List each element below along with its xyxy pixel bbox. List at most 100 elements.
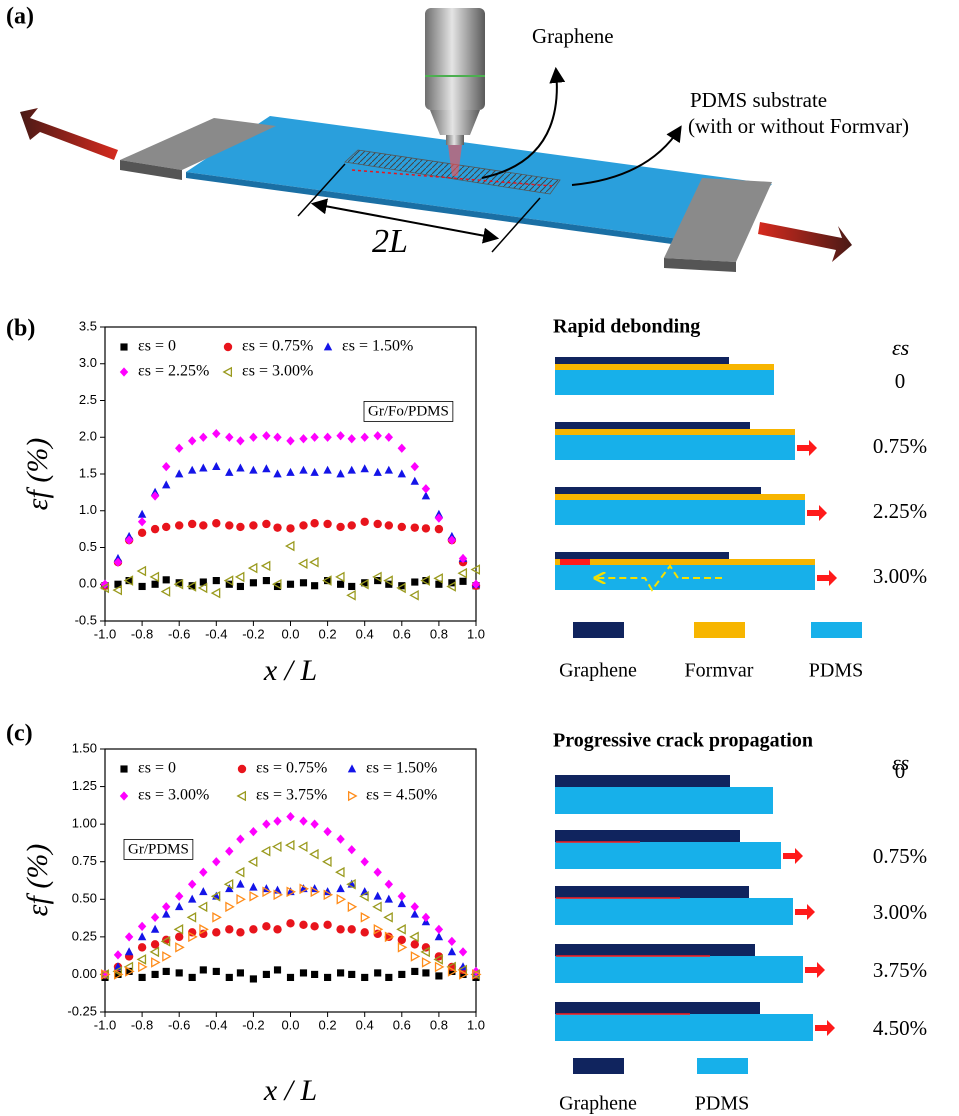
data-point <box>422 969 429 976</box>
data-point <box>337 581 344 588</box>
legend-label: PDMS <box>809 660 863 682</box>
y-axis-label: εf (%) <box>21 844 54 917</box>
y-tick-label: -0.5 <box>75 612 97 627</box>
x-tick-label: 0.0 <box>281 626 299 641</box>
data-point <box>138 510 146 518</box>
data-point <box>162 587 170 595</box>
data-point <box>411 968 418 975</box>
data-point <box>212 589 220 597</box>
data-point <box>348 591 356 599</box>
pdms-layer <box>555 500 805 525</box>
data-point <box>423 958 431 966</box>
data-point <box>336 925 344 933</box>
graphene-layer <box>555 422 750 429</box>
legend-label: εs = 1.50% <box>342 338 413 355</box>
legend-label: Graphene <box>559 1093 637 1115</box>
data-point <box>448 947 456 955</box>
graphene-layer <box>555 552 729 559</box>
data-point <box>250 579 257 586</box>
data-point <box>262 847 270 855</box>
y-tick-label: 2.0 <box>79 429 97 444</box>
x-tick-label: -0.6 <box>168 626 190 641</box>
data-point <box>188 913 196 921</box>
data-point <box>435 972 442 979</box>
load-arrow <box>807 505 827 521</box>
data-point <box>163 968 170 975</box>
x-axis-label: x / L <box>263 654 317 687</box>
objective <box>425 8 485 110</box>
data-point <box>176 969 183 976</box>
x-tick-label: -0.8 <box>131 1017 153 1032</box>
data-point <box>373 903 381 911</box>
pdms-layer <box>555 842 781 869</box>
data-point <box>249 858 257 866</box>
data-point <box>125 536 133 545</box>
data-point <box>385 974 392 981</box>
data-point <box>448 536 456 545</box>
data-point <box>310 820 318 829</box>
data-point <box>411 462 419 471</box>
data-point <box>374 969 381 976</box>
data-point <box>361 464 369 472</box>
strain-value: 3.75% <box>873 958 927 982</box>
data-point <box>337 895 345 903</box>
data-point <box>236 868 244 876</box>
data-point <box>361 928 369 936</box>
graphene-layer <box>555 357 729 364</box>
x-tick-label: 0.4 <box>356 1017 374 1032</box>
data-point <box>236 880 244 888</box>
data-point <box>236 573 244 581</box>
data-point <box>422 913 430 922</box>
callout-label: Graphene <box>532 24 614 48</box>
callout-label: (with or without Formvar) <box>688 114 909 138</box>
data-point <box>348 521 356 529</box>
data-point <box>299 559 307 567</box>
data-point <box>299 466 307 474</box>
data-point <box>323 921 331 929</box>
data-point <box>188 895 196 903</box>
legend-swatch <box>811 622 862 638</box>
data-point <box>361 974 368 981</box>
pull-arrow <box>758 222 852 262</box>
data-point <box>348 466 356 474</box>
data-point <box>299 842 307 850</box>
x-tick-label: -0.2 <box>242 1017 264 1032</box>
data-point <box>175 902 183 910</box>
data-point <box>249 564 257 572</box>
data-point <box>152 971 159 978</box>
data-point <box>236 436 244 445</box>
data-point <box>348 583 355 590</box>
data-point <box>323 858 331 866</box>
data-point <box>287 974 294 981</box>
data-point <box>373 520 381 528</box>
data-point <box>459 569 467 577</box>
load-arrow <box>783 848 803 864</box>
x-tick-label: 1.0 <box>467 626 485 641</box>
data-point <box>138 517 146 526</box>
x-tick-label: -0.8 <box>131 626 153 641</box>
x-axis-label: x / L <box>263 1074 317 1107</box>
x-tick-label: -0.6 <box>168 1017 190 1032</box>
data-point <box>336 573 344 581</box>
legend-marker <box>224 343 232 351</box>
data-point <box>262 431 270 440</box>
graphene-layer <box>555 487 761 494</box>
data-point <box>151 925 159 933</box>
load-arrow <box>795 904 815 920</box>
data-point <box>225 468 233 476</box>
data-point <box>263 577 270 584</box>
data-point <box>199 868 207 877</box>
data-point <box>175 521 183 529</box>
legend-label: εs = 0 <box>138 338 176 355</box>
data-point <box>299 521 307 529</box>
data-point <box>273 817 281 826</box>
data-point <box>225 433 233 442</box>
data-point <box>323 466 331 474</box>
data-point <box>336 523 344 531</box>
panel-label: (c) <box>6 721 33 747</box>
strain-value: 0 <box>895 369 906 393</box>
data-point <box>262 520 270 528</box>
data-point <box>348 903 356 911</box>
data-point <box>287 581 294 588</box>
data-point <box>237 969 244 976</box>
